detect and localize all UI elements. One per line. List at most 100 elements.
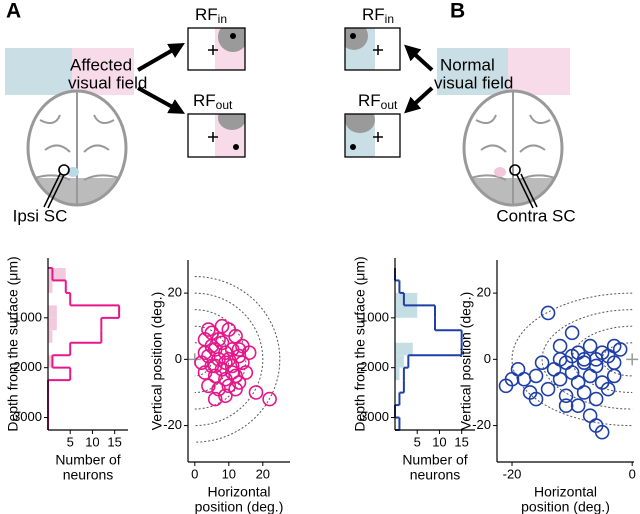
diagram-a: Affected visual field RFin RFout Ipsi SC	[5, 5, 246, 225]
neuron-point	[552, 338, 568, 354]
arrow	[137, 43, 185, 72]
rf-label: RFout	[358, 91, 398, 112]
origin-cross	[626, 353, 639, 366]
histogram-bar	[395, 355, 404, 368]
x-axis-label: Horizontal	[207, 484, 270, 500]
y-tick-label: 20	[477, 285, 491, 300]
diagram-b: Normal visual field RFin RFout Contra SC	[344, 5, 576, 225]
neuron-point	[235, 355, 250, 370]
neuron-point	[248, 385, 264, 400]
neuron-point	[201, 322, 216, 337]
x-tick-label: -20	[503, 466, 522, 481]
x-axis-label: neurons	[410, 467, 461, 483]
y-axis-label: Depth from the surface (μm)	[5, 256, 21, 431]
panel-label: B	[450, 0, 465, 23]
neuron-point	[528, 368, 544, 384]
neuron-point	[582, 408, 598, 423]
x-tick-label: 10	[222, 466, 236, 481]
x-axis-label: Number of	[402, 452, 467, 468]
neuron-point	[576, 385, 592, 400]
visual-field-left	[437, 48, 508, 95]
neuron-point	[197, 365, 213, 380]
neuron-point	[201, 378, 216, 394]
neuron-point	[194, 355, 209, 370]
field-label: Affected	[70, 55, 132, 74]
neuron-point	[214, 318, 230, 334]
histogram-bar	[48, 317, 57, 331]
neuron-point	[600, 381, 616, 397]
neuron-point	[207, 391, 223, 407]
neuron-point	[516, 371, 532, 387]
neuron-point	[228, 328, 243, 344]
brain	[462, 89, 564, 209]
histogram-bar	[395, 292, 418, 306]
x-axis-label: Number of	[55, 452, 120, 468]
histogram-bar	[48, 305, 57, 318]
arrow	[137, 86, 186, 114]
panel-label: A	[6, 0, 21, 23]
distance-arc	[194, 325, 230, 393]
x-tick-label: 15	[454, 434, 468, 449]
y-tick-label: -20	[472, 417, 491, 432]
rf-label: RFin	[195, 5, 227, 26]
x-axis-label: position (deg.)	[521, 499, 610, 514]
histogram-bar	[48, 267, 66, 281]
neuron-point	[218, 388, 233, 404]
distance-arc	[511, 292, 633, 427]
neuron-point	[540, 305, 556, 321]
neuron-point	[528, 391, 544, 407]
neuron-point	[231, 342, 247, 357]
visual-field-left	[5, 48, 72, 95]
neuron-point	[221, 352, 237, 367]
neuron-point	[241, 345, 257, 361]
brain	[26, 89, 128, 209]
y-tick-label: 0	[175, 351, 182, 366]
neuron-point	[224, 365, 240, 380]
x-tick-label: 10	[85, 434, 99, 449]
visual-field-right	[72, 48, 134, 95]
neuron-point	[606, 355, 622, 370]
neuron-point	[218, 355, 233, 370]
neuron-point	[558, 398, 574, 414]
x-tick-label: 0	[191, 466, 198, 481]
histogram-bar	[48, 280, 53, 293]
x-tick-label: 0	[629, 466, 636, 481]
x-axis-label: neurons	[63, 467, 114, 483]
y-axis-label: Depth from the surface (μm)	[352, 256, 368, 431]
neuron-point	[224, 358, 240, 374]
distance-arc	[194, 292, 264, 427]
neuron-point	[576, 352, 592, 367]
histogram-bar	[395, 367, 400, 381]
neuron-point	[606, 368, 622, 384]
neuron-point	[231, 348, 247, 364]
y-tick-label: 2000	[360, 359, 389, 374]
neuron-point	[207, 368, 223, 384]
visual-field-right	[508, 48, 570, 95]
y-axis-label: Vertical position (deg.)	[458, 292, 474, 431]
neuron-point	[197, 345, 213, 361]
field-label: visual field	[68, 73, 147, 92]
neuron-point	[534, 355, 550, 370]
neuron-point	[228, 381, 243, 397]
neuron-point	[558, 388, 574, 404]
neuron-point	[570, 375, 586, 390]
neuron-point	[540, 381, 556, 397]
x-axis-label: Horizontal	[534, 484, 597, 500]
neuron-point	[546, 361, 562, 377]
rf-label: RFout	[193, 91, 233, 112]
neuron-point	[262, 391, 277, 407]
y-tick-label: 1000	[13, 309, 42, 324]
distance-arc	[194, 342, 213, 377]
distance-arc	[541, 309, 633, 410]
neuron-point	[612, 342, 628, 357]
x-tick-label: 5	[67, 434, 74, 449]
neuron-point	[231, 375, 247, 390]
neuron-point	[576, 355, 592, 370]
y-tick-label: 2000	[13, 359, 42, 374]
field-label: visual field	[434, 73, 513, 92]
y-tick-label: 20	[168, 285, 182, 300]
neuron-point	[582, 338, 598, 354]
sc-label: Contra SC	[496, 206, 575, 225]
neuron-point	[207, 358, 223, 374]
